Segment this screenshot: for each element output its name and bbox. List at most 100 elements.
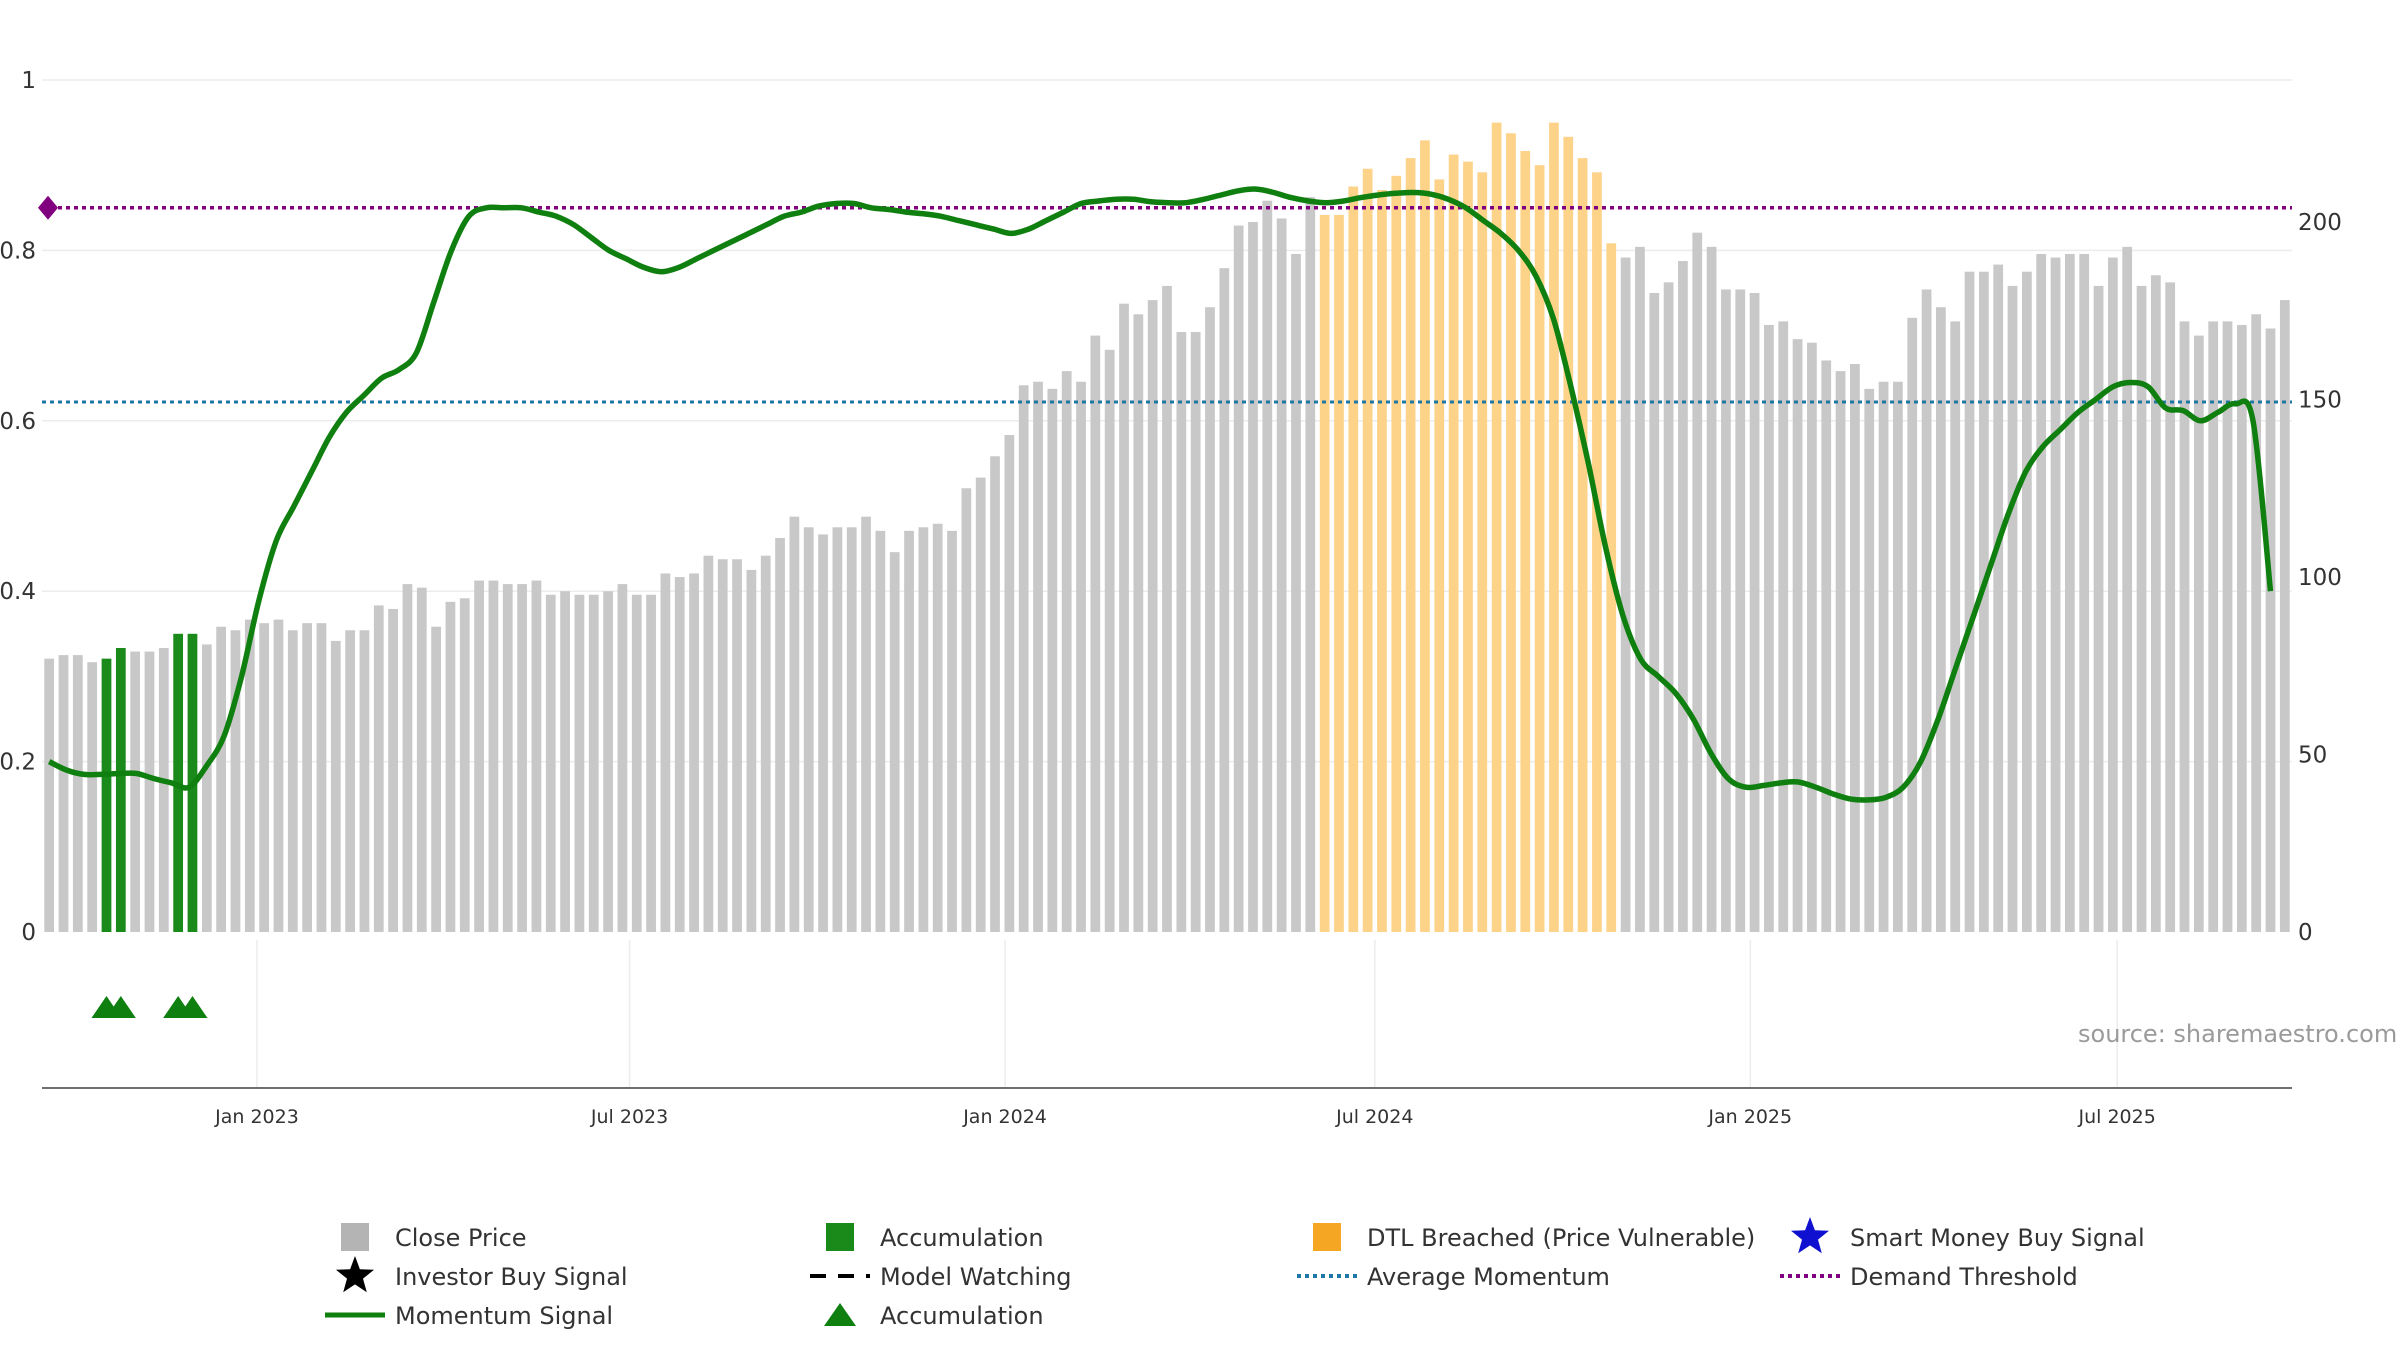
close-price-bar — [72, 655, 83, 932]
dtl-breached-bar — [1606, 243, 1617, 933]
close-price-bar — [87, 662, 98, 932]
dtl-breached-bar — [1520, 151, 1531, 932]
close-price-bar — [803, 527, 814, 932]
close-price-bar — [531, 580, 542, 932]
close-price-bar — [474, 580, 484, 932]
close-price-bar — [345, 630, 355, 932]
close-price-bar — [273, 619, 284, 932]
legend-label: Close Price — [395, 1224, 527, 1252]
close-price-bar — [1663, 282, 1674, 933]
momentum-signal-series — [47, 186, 2274, 803]
close-price-bar — [2265, 328, 2276, 932]
close-price-bar — [216, 626, 227, 932]
close-price-bar — [130, 651, 141, 932]
source-label: source: sharemaestro.com — [2078, 1020, 2397, 1048]
close-price-bar — [388, 608, 398, 932]
close-price-bar — [1262, 200, 1273, 932]
close-price-bar — [1061, 371, 1072, 933]
close-price-bar — [431, 626, 441, 932]
close-price-bar — [660, 573, 671, 932]
close-price-bar — [1090, 335, 1101, 933]
close-price-bar — [1850, 364, 1860, 932]
close-price-bar — [144, 651, 155, 932]
close-price-bar — [2208, 321, 2219, 932]
close-price-bar — [1649, 293, 1660, 932]
close-price-bar — [2251, 314, 2262, 932]
close-price-bar — [1248, 222, 1258, 932]
legend-star-icon — [1791, 1217, 1829, 1254]
close-price-bar — [818, 534, 828, 932]
close-price-bar — [1950, 321, 1961, 932]
axes: 0 0.2 0.4 0.6 0.8 1 0 50 100 150 200 Jan 2023 Jul 20… — [0, 68, 2342, 1128]
close-price-bar — [359, 630, 370, 932]
close-price-bar — [1004, 435, 1015, 932]
close-price-bar — [1291, 253, 1301, 932]
close-price-bar — [1678, 261, 1688, 932]
close-price-bar — [1979, 271, 1989, 932]
close-price-bar — [2022, 271, 2032, 932]
left-tick-label: 0.8 — [0, 238, 36, 264]
dtl-breached-bar — [1463, 161, 1473, 932]
close-price-bar — [158, 648, 169, 932]
close-price-bar — [2093, 285, 2104, 932]
legend-label: Accumulation — [880, 1224, 1044, 1252]
close-price-bar — [2064, 253, 2075, 932]
legend-triangle-icon — [824, 1303, 856, 1326]
close-price-bar — [316, 623, 327, 932]
close-price-bar — [2150, 275, 2161, 932]
close-price-bar — [1721, 289, 1731, 932]
close-price-bar — [875, 530, 886, 932]
x-tick-label: Jul 2023 — [590, 1106, 668, 1128]
left-tick-label: 0.2 — [0, 750, 36, 776]
close-price-bar — [459, 598, 470, 932]
dtl-breached-bar — [1534, 165, 1545, 932]
close-price-bar — [2079, 253, 2090, 932]
close-price-bar — [1104, 349, 1115, 932]
accumulation-marker — [177, 996, 208, 1018]
close-price-bar — [1119, 303, 1129, 932]
close-price-bar — [1835, 371, 1846, 933]
close-price-bar — [2107, 257, 2118, 932]
close-price-bar — [2222, 321, 2233, 932]
close-price-bar — [703, 555, 714, 932]
close-price-bar — [674, 577, 685, 932]
close-price-bar — [1635, 246, 1645, 933]
dtl-breached-bar — [1577, 158, 1588, 933]
legend: Close Price Accumulation DTL Breached (Pri… — [325, 1217, 2145, 1330]
legend-swatch — [341, 1223, 369, 1251]
close-price-bar — [1133, 314, 1144, 932]
close-price-bar — [1620, 257, 1631, 932]
close-price-bar — [44, 658, 55, 932]
close-price-bar — [689, 573, 699, 932]
legend-label: Demand Threshold — [1850, 1263, 2078, 1291]
close-price-bar — [1233, 225, 1244, 933]
right-tick-label: 100 — [2298, 565, 2342, 591]
dtl-breached-bar — [1549, 122, 1559, 933]
x-tick-label: Jan 2023 — [214, 1106, 299, 1128]
accumulation-bar — [115, 648, 126, 932]
close-price-bar — [2179, 321, 2190, 932]
close-price-bar — [1921, 289, 1932, 932]
close-price-bar — [517, 584, 527, 932]
legend-label: Investor Buy Signal — [395, 1263, 628, 1291]
dtl-breached-bar — [1405, 158, 1416, 933]
close-price-bar — [445, 601, 456, 932]
left-tick-label: 1 — [21, 68, 36, 94]
close-price-bar — [760, 555, 771, 932]
close-price-bar — [1018, 385, 1029, 932]
close-price-bar — [1807, 342, 1817, 932]
close-price-bar — [1993, 264, 2004, 933]
close-price-bar — [201, 644, 212, 932]
close-price-bar — [932, 523, 943, 932]
close-price-bar — [244, 619, 255, 932]
x-tick-label: Jan 2025 — [1707, 1106, 1792, 1128]
close-price-bar — [402, 584, 413, 932]
close-price-bar — [1147, 300, 1158, 933]
legend-swatch — [1313, 1223, 1341, 1251]
close-price-bar — [1219, 268, 1230, 932]
right-tick-label: 200 — [2298, 210, 2342, 236]
left-tick-label: 0.4 — [0, 579, 36, 605]
close-price-bar — [2193, 335, 2204, 933]
signal-markers — [91, 996, 208, 1018]
